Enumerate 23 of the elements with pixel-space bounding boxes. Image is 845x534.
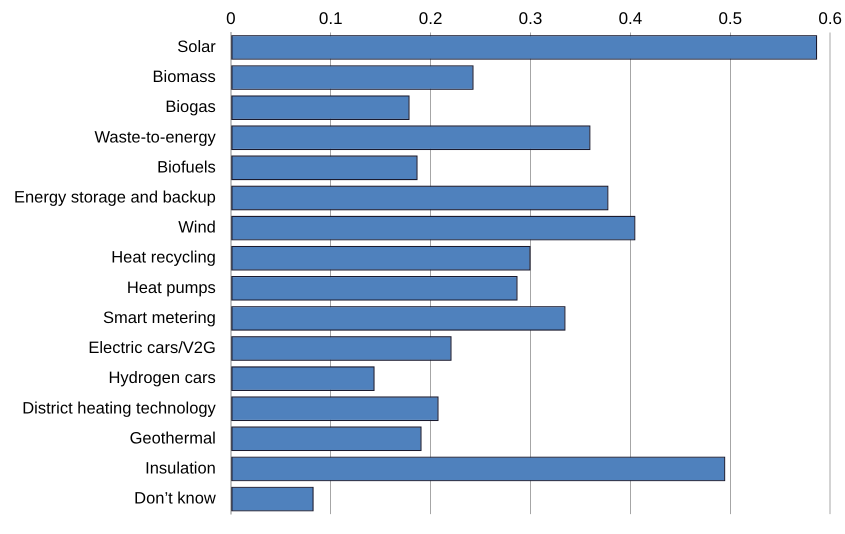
x-tick-label: 0 <box>226 8 236 28</box>
y-tick-label: Electric cars/V2G <box>88 339 216 358</box>
x-tick-label: 0.2 <box>418 8 442 28</box>
y-tick-label: Don’t know <box>134 490 216 508</box>
y-tick-label: Hydrogen cars <box>108 369 216 388</box>
y-tick-label: Smart metering <box>103 308 216 327</box>
y-tick-label: Biomass <box>152 68 216 86</box>
x-tick-label: 0.6 <box>818 8 842 28</box>
x-tick-label: 0.4 <box>618 8 642 28</box>
y-tick-label: Energy storage and backup <box>14 188 216 207</box>
y-tick-label: Heat recycling <box>111 248 216 267</box>
y-tick-label: Geothermal <box>130 429 216 448</box>
y-tick-label: Waste-to-energy <box>94 128 217 146</box>
y-tick-label: Biofuels <box>157 158 216 176</box>
y-tick-label: Biogas <box>165 98 216 116</box>
x-tick-label: 0.3 <box>518 8 542 28</box>
x-tick-label: 0.5 <box>718 8 742 28</box>
y-tick-label: Wind <box>178 218 216 237</box>
y-tick-label: Heat pumps <box>126 278 216 297</box>
x-tick-label: 0.1 <box>318 8 343 28</box>
y-tick-label: District heating technology <box>22 399 217 418</box>
y-tick-label: Insulation <box>145 459 216 478</box>
y-tick-label: Solar <box>177 38 216 56</box>
